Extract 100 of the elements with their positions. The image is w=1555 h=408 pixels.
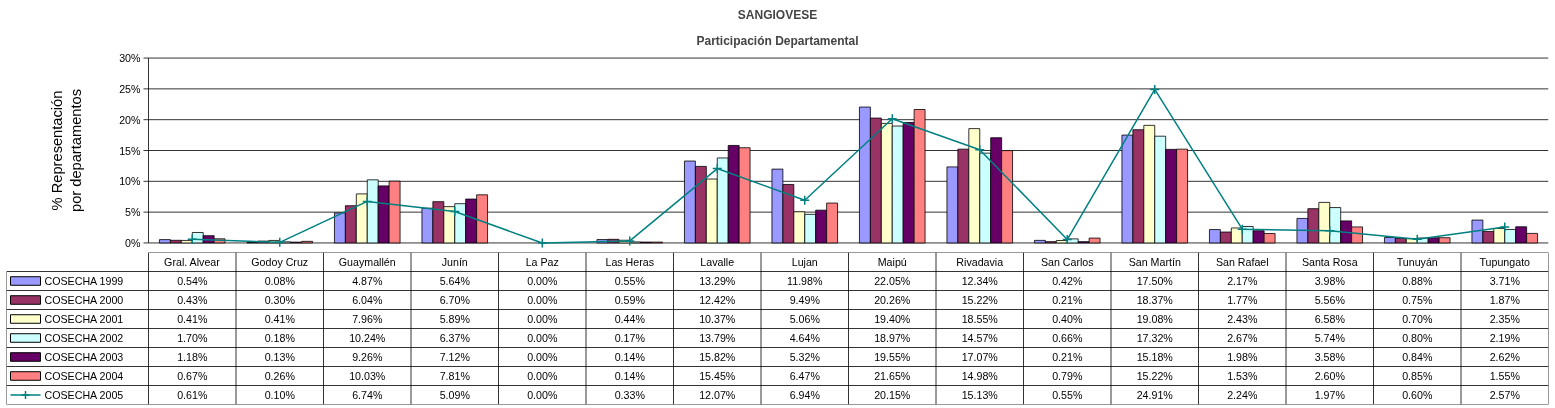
data-label: 0.42% xyxy=(1052,275,1083,287)
data-label: 19.40% xyxy=(874,313,911,325)
data-label: 3.71% xyxy=(1489,275,1521,287)
data-label: 13.79% xyxy=(699,332,736,344)
data-label: 4.87% xyxy=(352,275,383,287)
data-label: 6.04% xyxy=(352,294,383,306)
data-label: 0.14% xyxy=(614,370,646,382)
data-label: 18.55% xyxy=(961,313,999,325)
data-label: 0.67% xyxy=(177,370,208,382)
data-label: 6.37% xyxy=(439,332,471,344)
data-label: 10.03% xyxy=(349,370,386,382)
y-tick-label: 15% xyxy=(119,144,142,157)
data-label: 0.40% xyxy=(1052,313,1083,325)
data-label: 1.70% xyxy=(177,332,208,344)
data-label: 1.77% xyxy=(1227,294,1258,306)
data-label: 6.58% xyxy=(1314,313,1346,325)
legend-label: COSECHA 2001 xyxy=(44,313,124,325)
data-label: 6.47% xyxy=(789,370,821,382)
data-label: 0.84% xyxy=(1402,351,1433,363)
data-label: 0.41% xyxy=(264,313,296,325)
data-label: 0.00% xyxy=(527,351,558,363)
data-label: 0.13% xyxy=(264,351,296,363)
data-label: 5.32% xyxy=(789,351,821,363)
data-label: 5.09% xyxy=(439,389,471,401)
x-tick-label: San Carlos xyxy=(1040,256,1094,268)
data-label: 22.05% xyxy=(874,275,911,287)
data-label: 15.18% xyxy=(1136,351,1174,363)
data-label: 9.26% xyxy=(352,351,383,363)
data-label: 0.14% xyxy=(614,351,646,363)
data-label: 20.15% xyxy=(874,389,911,401)
data-label: 0.26% xyxy=(264,370,296,382)
data-label: 0.80% xyxy=(1402,332,1433,344)
data-label: 0.00% xyxy=(527,313,558,325)
x-tick-label: Tupungato xyxy=(1479,256,1531,268)
data-label: 0.70% xyxy=(1402,313,1433,325)
x-tick-label: Lavalle xyxy=(700,256,735,268)
data-label: 0.21% xyxy=(1052,294,1083,306)
data-label: 12.42% xyxy=(699,294,736,306)
x-tick-label: San Rafael xyxy=(1215,256,1269,268)
data-label: 1.87% xyxy=(1489,294,1521,306)
data-label: 15.82% xyxy=(699,351,736,363)
data-label: 2.24% xyxy=(1227,389,1258,401)
data-label: 0.08% xyxy=(264,275,296,287)
data-label: 5.06% xyxy=(789,313,821,325)
data-label: 5.74% xyxy=(1314,332,1346,344)
data-label: 0.18% xyxy=(264,332,296,344)
data-label: 5.56% xyxy=(1314,294,1346,306)
legend-label: COSECHA 1999 xyxy=(44,275,124,287)
data-label: 12.34% xyxy=(961,275,999,287)
data-label: 0.00% xyxy=(527,332,558,344)
x-tick-label: Las Heras xyxy=(605,256,655,268)
y-tick-label: 25% xyxy=(119,82,142,95)
data-label: 15.22% xyxy=(1136,370,1174,382)
data-label: 24.91% xyxy=(1136,389,1174,401)
data-label: 2.60% xyxy=(1314,370,1346,382)
x-tick-label: Godoy Cruz xyxy=(251,256,309,268)
data-label: 6.74% xyxy=(352,389,383,401)
x-tick-label: La Paz xyxy=(525,256,559,268)
data-label: 5.64% xyxy=(439,275,471,287)
data-label: 18.37% xyxy=(1136,294,1174,306)
data-label: 0.79% xyxy=(1052,370,1083,382)
data-label: 2.19% xyxy=(1489,332,1521,344)
data-label: 4.64% xyxy=(789,332,821,344)
data-label: 19.55% xyxy=(874,351,911,363)
data-label: 17.32% xyxy=(1136,332,1174,344)
data-label: 14.57% xyxy=(961,332,999,344)
data-label: 19.08% xyxy=(1136,313,1174,325)
x-tick-label: Maipú xyxy=(877,256,907,268)
data-label: 0.21% xyxy=(1052,351,1083,363)
data-label: 17.07% xyxy=(961,351,999,363)
data-label: 0.00% xyxy=(527,294,558,306)
data-label: 0.55% xyxy=(1052,389,1083,401)
y-tick-label: 0% xyxy=(125,236,142,249)
chart-subtitle: Participación Departamental xyxy=(696,33,859,48)
x-tick-label: Junín xyxy=(441,256,468,268)
x-tick-label: Gral. Alvear xyxy=(164,256,221,268)
data-label: 6.70% xyxy=(439,294,471,306)
y-tick-label: 30% xyxy=(119,52,142,65)
data-label: 10.37% xyxy=(699,313,736,325)
data-label: 0.00% xyxy=(527,389,558,401)
data-label: 12.07% xyxy=(699,389,736,401)
data-label: 2.62% xyxy=(1489,351,1521,363)
data-label: 1.18% xyxy=(177,351,208,363)
legend-label: COSECHA 2004 xyxy=(44,370,124,382)
data-label: 15.45% xyxy=(699,370,736,382)
x-tick-label: Rivadavia xyxy=(956,256,1004,268)
y-axis-title: % Representación por departamentos xyxy=(48,88,85,213)
data-label: 2.17% xyxy=(1227,275,1258,287)
data-label: 10.24% xyxy=(349,332,386,344)
data-label: 0.85% xyxy=(1402,370,1433,382)
data-label: 11.98% xyxy=(787,275,823,287)
x-tick-label: San Martín xyxy=(1128,256,1181,268)
y-tick-label: 20% xyxy=(119,113,142,126)
data-label: 9.49% xyxy=(789,294,821,306)
data-label: 14.98% xyxy=(961,370,999,382)
data-label: 1.97% xyxy=(1314,389,1346,401)
data-label: 15.22% xyxy=(961,294,999,306)
x-tick-label: Lujan xyxy=(791,256,818,268)
data-label: 1.53% xyxy=(1227,370,1258,382)
data-label: 13.29% xyxy=(699,275,736,287)
